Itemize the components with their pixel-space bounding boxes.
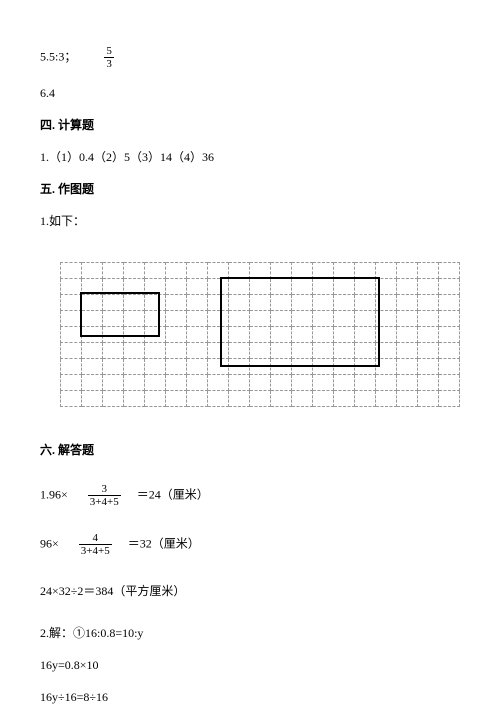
frac-numerator: 5 — [104, 45, 114, 58]
section-6-line1: 1.96× 3 3+4+5 ＝24（厘米） — [40, 483, 460, 508]
grid-diagram — [60, 262, 460, 411]
section-6-line3: 24×32÷2＝384（平方厘米） — [40, 582, 460, 600]
section-6-line4: 2.解：①16:0.8=10:y — [40, 624, 460, 642]
p5-label: 5.5:3； — [40, 49, 76, 63]
frac-denominator: 3+4+5 — [88, 496, 121, 508]
q1-prefix: 1.96× — [40, 488, 68, 502]
section-4-q1: 1.（1）0.4（2）5（3）14（4）36 — [40, 148, 460, 166]
section-6-line2: 96× 4 3+4+5 ＝32（厘米） — [40, 532, 460, 557]
problem-6: 6.4 — [40, 84, 460, 102]
q2-suffix: ＝32（厘米） — [128, 537, 200, 551]
p5-fraction: 5 3 — [104, 45, 114, 70]
q1-fraction: 3 3+4+5 — [88, 483, 121, 508]
section-6-title: 六. 解答题 — [40, 441, 460, 459]
section-5-q1: 1.如下： — [40, 212, 460, 230]
rectangle-1 — [80, 292, 160, 337]
frac-numerator: 3 — [88, 483, 121, 496]
frac-denominator: 3 — [104, 58, 114, 70]
section-6-line6: 16y÷16=8÷16 — [40, 688, 460, 706]
q1-suffix: ＝24（厘米） — [137, 488, 209, 502]
section-5-title: 五. 作图题 — [40, 180, 460, 198]
q2-fraction: 4 3+4+5 — [79, 532, 112, 557]
rectangle-2 — [220, 277, 380, 367]
section-4-title: 四. 计算题 — [40, 116, 460, 134]
q2-prefix: 96× — [40, 537, 59, 551]
problem-5: 5.5:3； 5 3 — [40, 45, 460, 70]
frac-numerator: 4 — [79, 532, 112, 545]
section-6-line5: 16y=0.8×10 — [40, 656, 460, 674]
frac-denominator: 3+4+5 — [79, 545, 112, 557]
